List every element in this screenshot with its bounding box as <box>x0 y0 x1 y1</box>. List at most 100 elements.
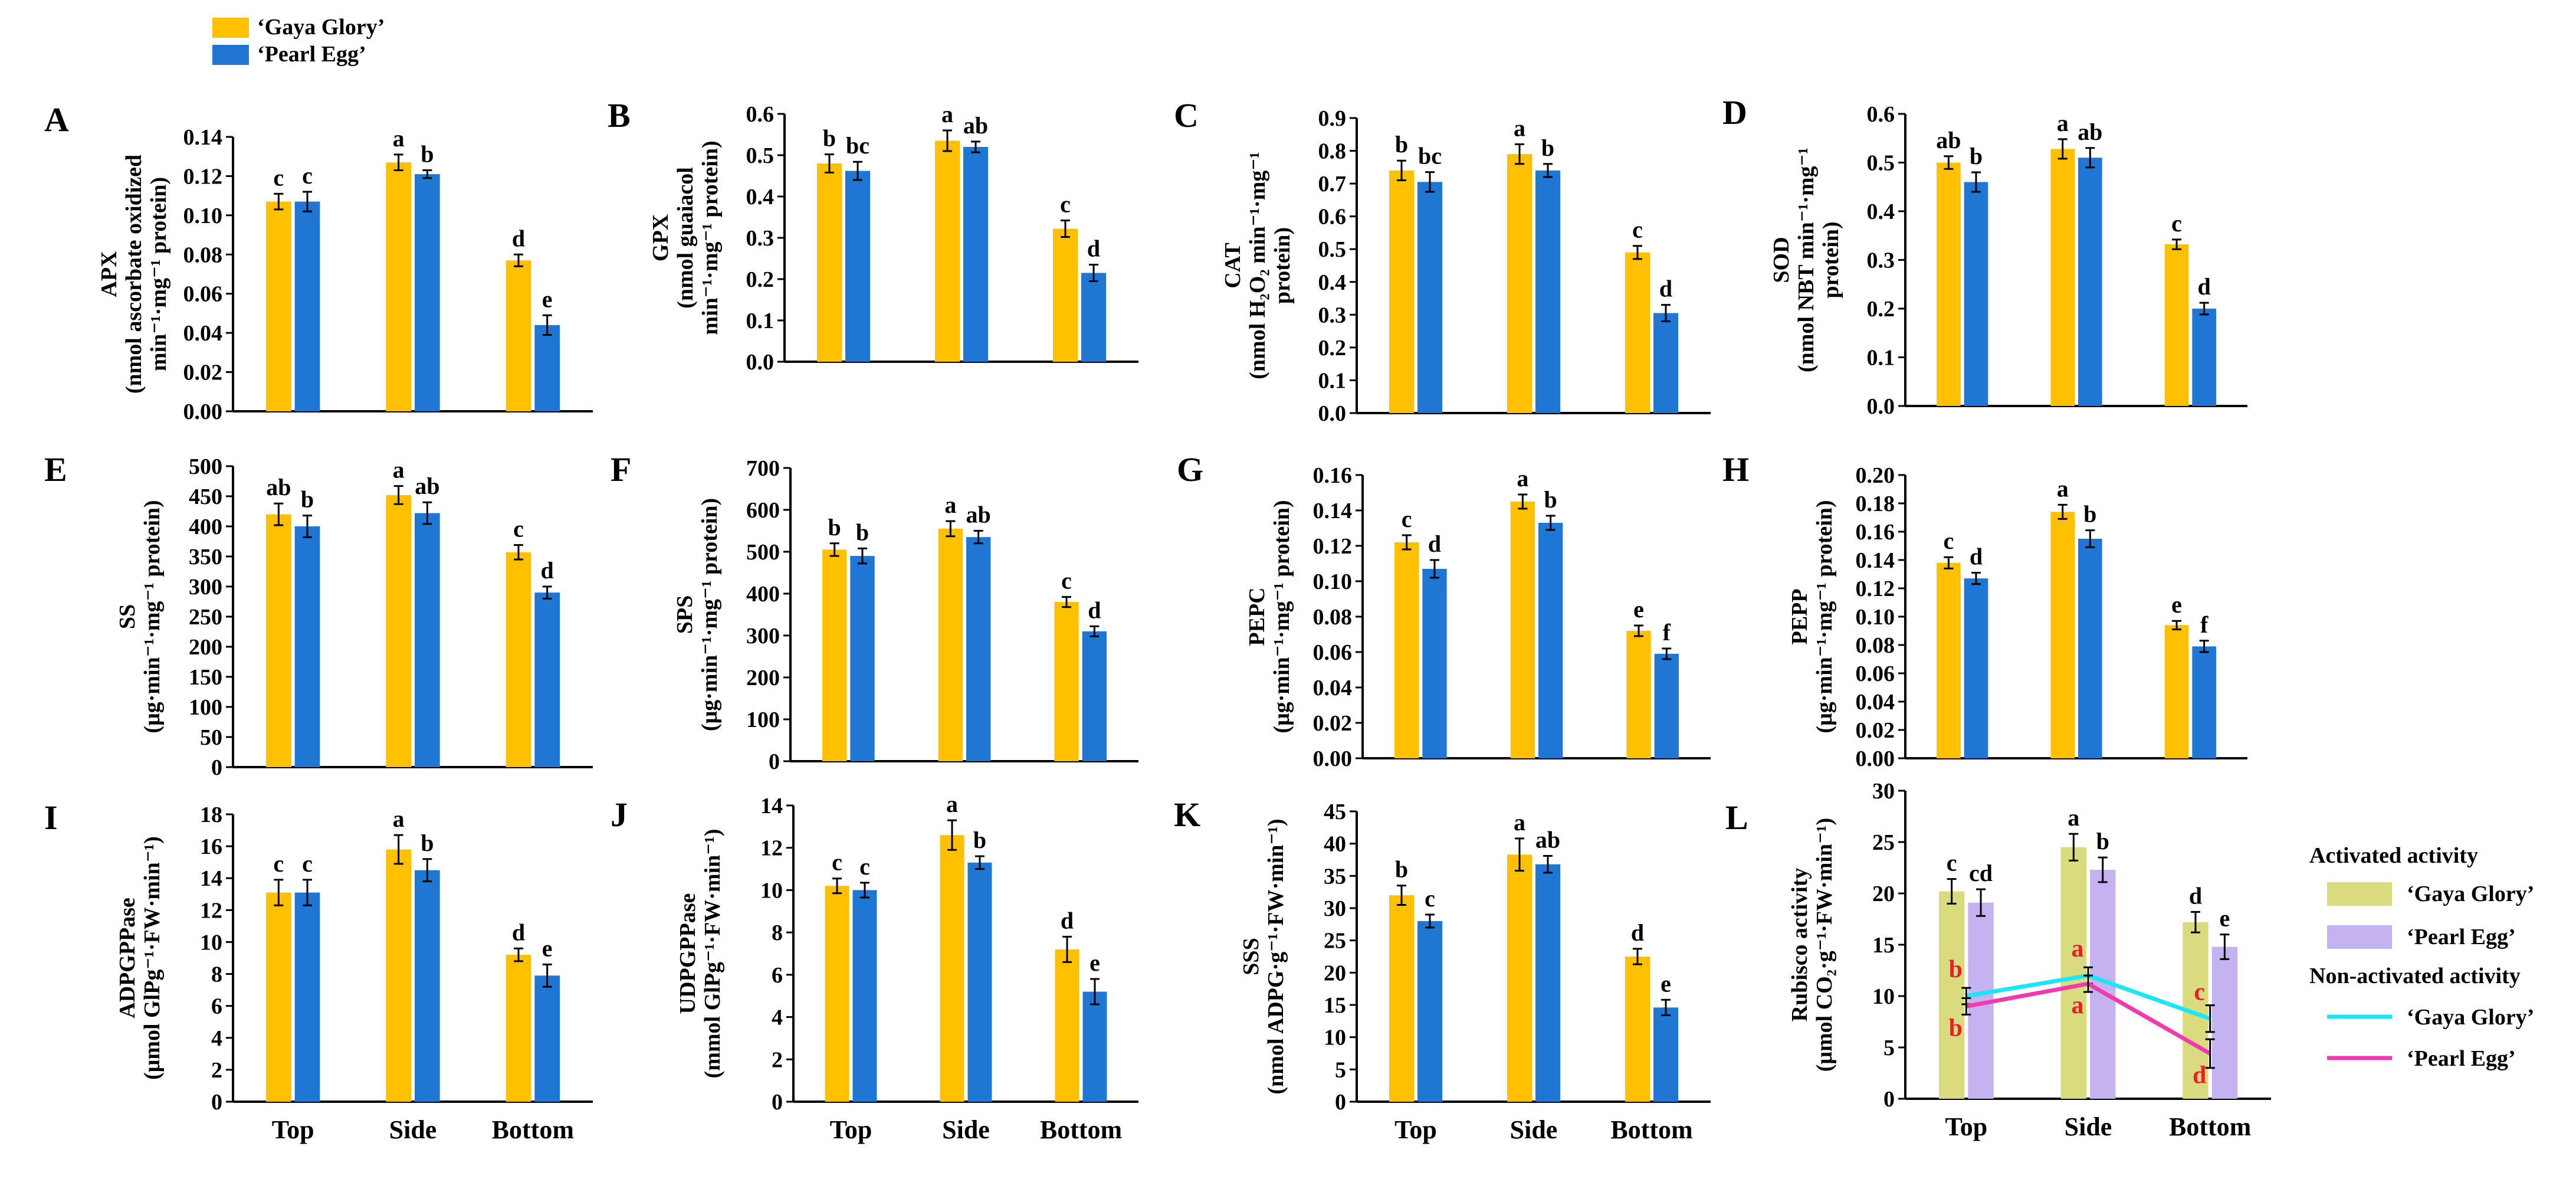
y-tick-label: 0.14 <box>1856 548 1895 573</box>
y-axis-label: APX <box>97 251 122 297</box>
bar-pearl-egg-top <box>294 201 320 411</box>
significance-letter: e <box>1633 596 1644 623</box>
panel-i: I 0 2 4 6 8 10 12 14 16 18 ADPGPPase (μmol GlPg⁻¹·FW… <box>44 798 593 1144</box>
y-tick-label: 6 <box>772 963 783 988</box>
y-tick-label: 150 <box>189 665 222 690</box>
y-tick-label: 0.2 <box>1867 297 1895 322</box>
line-significance-letter: c <box>2194 978 2205 1006</box>
significance-letter: b <box>421 140 434 167</box>
y-axis-label: (μmol GlPg⁻¹·FW·min⁻¹) <box>140 836 165 1080</box>
y-axis-label: SSS <box>1239 938 1264 975</box>
y-tick-label: 20 <box>1872 882 1895 906</box>
panel-g: G 0.00 0.02 0.04 0.06 0.08 0.10 0.12 0.14 0.16 PEP… <box>1177 450 1711 771</box>
y-tick-label: 45 <box>1324 800 1346 824</box>
bar-pearl-egg-side <box>963 147 988 362</box>
x-tick-label: Bottom <box>492 1115 574 1144</box>
significance-letter: d <box>1088 597 1101 623</box>
x-tick-label: Side <box>1510 1115 1558 1144</box>
y-tick-label: 40 <box>1324 832 1346 857</box>
significance-letter: c <box>273 850 284 877</box>
bar-pearl-egg-bottom <box>1653 1007 1678 1102</box>
y-tick-label: 0.3 <box>1867 248 1895 273</box>
y-tick-label: 50 <box>200 725 222 750</box>
bar-pearl-egg-bottom <box>534 592 560 767</box>
y-tick-label: 5 <box>1883 1036 1895 1060</box>
y-tick-label: 10 <box>200 930 222 955</box>
bar-gaya-glory-top <box>822 549 847 761</box>
bar-gaya-glory-top <box>1389 170 1414 413</box>
panel-letter-k: K <box>1174 795 1200 834</box>
bar-gaya-glory-side <box>935 140 960 362</box>
y-tick-label: 0.8 <box>1318 139 1347 164</box>
panel-l: L 0 5 10 15 20 25 30 Rubisco activity (μmol CO₂·g… <box>1725 779 2534 1141</box>
bar-pearl-egg-top <box>1417 182 1442 413</box>
y-tick-label: 0.6 <box>746 102 775 127</box>
significance-letter: c <box>832 849 842 876</box>
significance-letter: b <box>2083 501 2096 528</box>
bar-pearl-egg-side <box>1538 523 1563 758</box>
legend-activated-swatch-gaya <box>2327 882 2392 906</box>
panel-k: K 0 5 10 15 20 25 30 35 40 45 SSS (nmol ADPG·g⁻¹·FW·… <box>1174 795 1711 1144</box>
panel-e: E 0 50 100 150 200 250 300 350 400 450 500 SS (μg·min… <box>44 450 593 780</box>
line-nonactivated-pearl-egg <box>1965 981 2211 1056</box>
y-axis-label: (μg·min⁻¹·mg⁻¹ protein) <box>1812 500 1837 733</box>
bar-gaya-glory-top <box>265 201 291 411</box>
line-significance-letter: a <box>2072 992 2084 1019</box>
panel-b: B 0.0 0.1 0.2 0.3 0.4 0.5 0.6 GPX (nmol guaiacol m… <box>608 96 1138 375</box>
significance-letter: a <box>1514 114 1525 141</box>
y-tick-label: 10 <box>1872 984 1895 1009</box>
significance-letter: e <box>1090 949 1100 976</box>
bar-gaya-glory-top <box>1938 891 1965 1099</box>
bar-gaya-glory-side <box>2050 149 2075 406</box>
y-tick-label: 400 <box>746 582 780 607</box>
y-tick-label: 0.5 <box>1318 237 1347 262</box>
y-tick-label: 4 <box>211 1026 222 1051</box>
significance-letter: ab <box>2078 119 2102 145</box>
significance-letter: b <box>1541 135 1554 161</box>
bar-pearl-egg-side <box>966 537 991 761</box>
x-tick-label: Bottom <box>2169 1112 2251 1141</box>
y-axis-label: (μmol CO₂·g⁻¹·FW·min⁻¹) <box>1812 818 1837 1072</box>
legend-nonactivated-label-gaya: ‘Gaya Glory’ <box>2407 1005 2534 1030</box>
y-tick-label: 0.02 <box>183 361 223 385</box>
y-tick-label: 0.08 <box>1313 605 1353 630</box>
y-tick-label: 0.2 <box>1318 336 1347 361</box>
y-tick-label: 0.14 <box>1313 499 1353 523</box>
y-tick-label: 700 <box>746 456 780 481</box>
y-tick-label: 0.6 <box>1867 102 1895 127</box>
line-significance-letter: a <box>2072 935 2084 962</box>
significance-letter: f <box>1663 619 1671 646</box>
y-axis-label: (nmol guaiacol <box>673 167 698 309</box>
legend-activated-label-gaya: ‘Gaya Glory’ <box>2407 882 2534 906</box>
y-tick-label: 0 <box>769 749 780 774</box>
bar-gaya-glory-bottom <box>2164 625 2189 758</box>
significance-letter: c <box>513 516 524 542</box>
y-tick-label: 200 <box>746 666 780 690</box>
y-tick-label: 0.00 <box>1856 746 1895 771</box>
bar-gaya-glory-side <box>386 494 411 767</box>
bar-pearl-egg-bottom <box>2192 646 2216 758</box>
y-tick-label: 0.16 <box>1856 520 1895 545</box>
significance-letter: a <box>393 457 405 483</box>
y-tick-label: 25 <box>1324 929 1346 954</box>
panel-h: H 0.00 0.02 0.04 0.06 0.08 0.10 0.12 0.14 0.16 0.1… <box>1722 450 2247 771</box>
significance-letter: b <box>856 519 869 545</box>
panel-letter-a: A <box>44 100 69 139</box>
significance-letter: a <box>393 805 405 832</box>
significance-letter: ab <box>266 474 291 500</box>
significance-letter: e <box>2171 591 2182 618</box>
x-tick-label: Top <box>1945 1112 1987 1141</box>
bar-gaya-glory-top <box>825 886 849 1102</box>
panel-a: A 0.00 0.02 0.04 0.06 0.08 0.10 0.12 0.14 APX (nmo… <box>44 100 593 424</box>
significance-letter: c <box>273 164 284 191</box>
bar-pearl-egg-top <box>294 892 320 1102</box>
significance-letter: c <box>859 853 870 880</box>
y-axis-label: SPS <box>672 595 697 634</box>
significance-letter: d <box>2189 882 2202 909</box>
y-tick-label: 14 <box>760 794 783 818</box>
y-tick-label: 0.7 <box>1318 172 1347 196</box>
y-tick-label: 250 <box>189 605 222 630</box>
y-tick-label: 0.2 <box>746 267 775 292</box>
y-tick-label: 0 <box>772 1090 783 1115</box>
